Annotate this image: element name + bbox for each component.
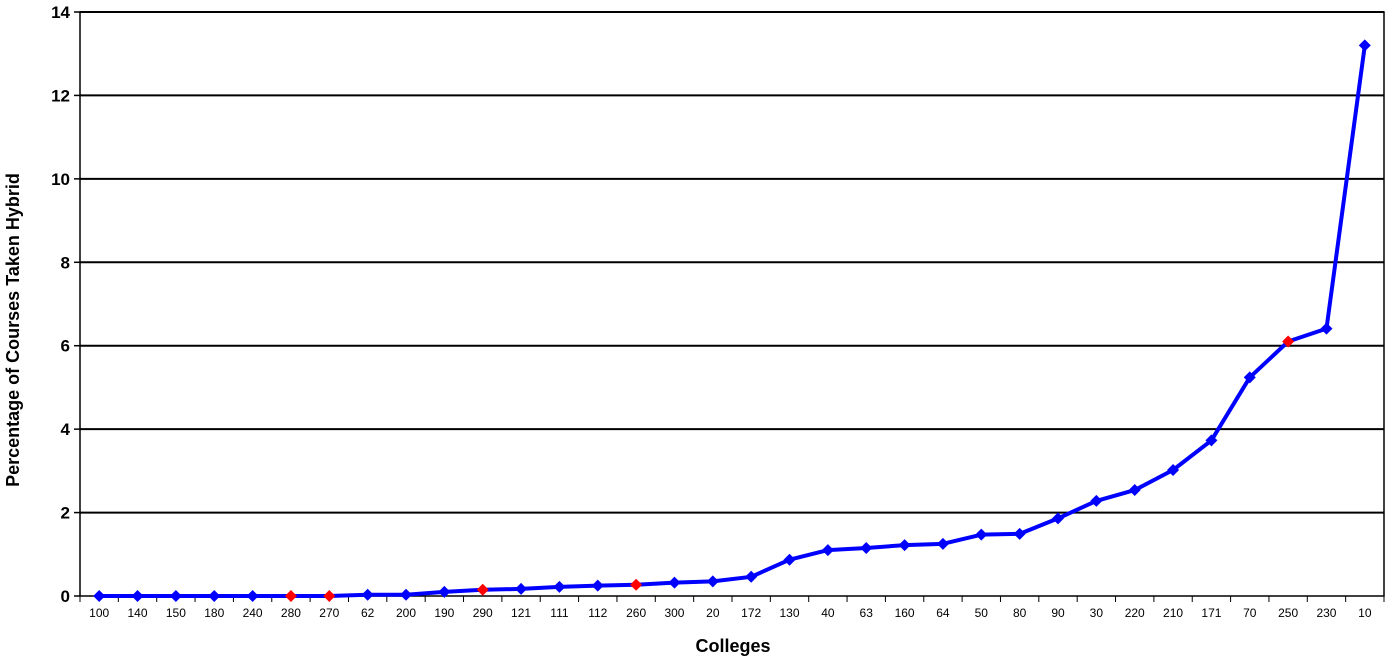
data-point [668, 576, 681, 589]
x-tick-label: 200 [396, 606, 416, 620]
x-tick-label: 280 [281, 606, 301, 620]
x-tick-label: 20 [706, 606, 720, 620]
x-tick-label: 112 [588, 606, 607, 620]
x-tick-label: 90 [1051, 606, 1065, 620]
x-tick-label: 180 [204, 606, 224, 620]
highlighted-data-point [476, 583, 489, 596]
x-tick-label: 172 [741, 606, 761, 620]
data-point [208, 590, 221, 602]
x-tick-label: 70 [1243, 606, 1257, 620]
x-tick-label: 160 [895, 606, 915, 620]
x-tick-label: 250 [1278, 606, 1298, 620]
x-tick-label: 171 [1201, 606, 1221, 620]
x-tick-label: 80 [1013, 606, 1027, 620]
data-point [553, 580, 566, 593]
x-tick-label: 40 [821, 606, 835, 620]
x-tick-label: 270 [319, 606, 339, 620]
y-tick-label: 12 [51, 86, 70, 105]
data-point [1320, 322, 1333, 335]
data-point [515, 582, 528, 595]
x-tick-label: 140 [128, 606, 148, 620]
data-point [400, 588, 412, 601]
gridlines [80, 11, 1384, 514]
x-tick-label: 130 [780, 606, 800, 620]
tick-labels: 0 2 4 6 8 10 12 14 100 140 150 180 240 280 270 62 200 190… [51, 3, 1372, 620]
highlighted-data-point [1282, 335, 1295, 348]
y-tick-label: 14 [51, 3, 70, 22]
axes [74, 11, 1385, 602]
x-tick-label: 260 [626, 606, 646, 620]
y-tick-label: 10 [51, 170, 70, 189]
x-tick-label: 300 [664, 606, 684, 620]
x-tick-label: 62 [361, 606, 375, 620]
highlighted-data-point [284, 590, 297, 602]
series [93, 39, 1371, 602]
highlighted-data-point [630, 578, 643, 591]
data-point [131, 590, 144, 602]
data-point [1167, 464, 1180, 477]
data-point [591, 579, 604, 592]
x-tick-label: 190 [434, 606, 454, 620]
data-point [1243, 371, 1256, 384]
data-point [860, 542, 873, 555]
data-point [1205, 434, 1218, 447]
x-tick-label: 150 [166, 606, 186, 620]
data-point [745, 570, 758, 583]
x-tick-label: 230 [1316, 606, 1336, 620]
data-point [361, 588, 374, 601]
x-tick-label: 64 [936, 606, 950, 620]
x-tick-label: 10 [1358, 606, 1372, 620]
y-tick-label: 6 [61, 337, 70, 356]
x-tick-label: 111 [550, 606, 569, 620]
x-tick-label: 100 [89, 606, 109, 620]
data-point [975, 528, 988, 541]
x-tick-label: 63 [860, 606, 874, 620]
data-point [246, 590, 259, 602]
data-point [898, 539, 911, 552]
x-tick-label: 220 [1125, 606, 1145, 620]
data-point [438, 585, 451, 598]
x-tick-label: 290 [473, 606, 493, 620]
x-tick-label: 240 [243, 606, 263, 620]
x-tick-label: 30 [1090, 606, 1104, 620]
series-line [99, 45, 1367, 598]
plot-area-border [79, 11, 1385, 597]
highlighted-data-point [323, 590, 336, 602]
data-point [783, 553, 796, 566]
data-point [821, 544, 834, 557]
x-axis-title: Colleges [695, 636, 770, 656]
data-point [936, 537, 949, 550]
data-point [93, 590, 106, 602]
x-tick-label: 121 [511, 606, 531, 620]
x-tick-label: 50 [975, 606, 989, 620]
data-point [1013, 527, 1026, 540]
y-axis-title: Percentage of Courses Taken Hybrid [3, 173, 23, 487]
data-point [1128, 484, 1141, 497]
data-point [1358, 39, 1371, 52]
y-tick-label: 2 [61, 504, 70, 523]
data-point [706, 575, 719, 588]
data-point [1090, 494, 1103, 507]
y-tick-label: 8 [61, 253, 70, 272]
y-tick-label: 0 [61, 587, 70, 606]
data-point [1052, 512, 1064, 525]
data-point [169, 590, 182, 602]
x-tick-label: 210 [1163, 606, 1183, 620]
y-tick-label: 4 [61, 420, 71, 439]
